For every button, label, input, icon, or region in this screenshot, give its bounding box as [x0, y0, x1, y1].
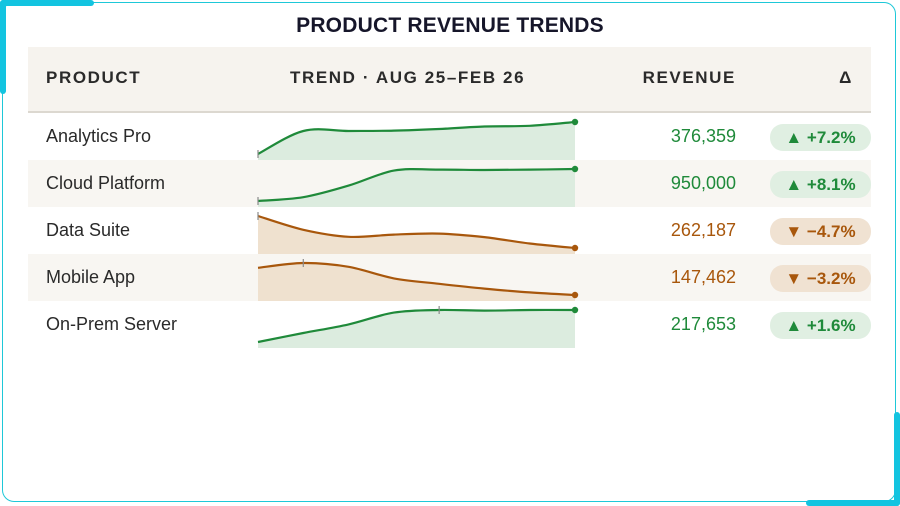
sparkline-end-point	[571, 306, 579, 314]
revenue-value: 262,187	[670, 220, 736, 240]
revenue-value: 217,653	[670, 314, 736, 334]
column-header-delta: Δ	[839, 68, 853, 87]
sparkline-line	[257, 120, 576, 155]
revenue-value: 376,359	[670, 126, 736, 146]
sparkline-end-point	[571, 244, 579, 252]
product-name: On-Prem Server	[46, 314, 178, 334]
table-row: Cloud Platform 950,000 ▲ +8.1%	[28, 160, 871, 207]
chart-title: PRODUCT REVENUE TRENDS	[296, 14, 604, 37]
sparkline-area	[258, 122, 575, 160]
corner-accent-top-left	[0, 0, 94, 6]
product-name: Data Suite	[46, 220, 131, 240]
sparkline-line	[257, 214, 576, 250]
table-row: Analytics Pro 376,359 ▲ +7.2%	[28, 113, 871, 160]
sparkline-end-point	[571, 165, 579, 173]
column-header-product: PRODUCT	[46, 68, 142, 87]
sparkline-line	[257, 308, 576, 344]
revenue-table: PRODUCT TREND · AUG 25–FEB 26 REVENUE Δ …	[28, 47, 871, 348]
sparkline-area	[258, 216, 575, 254]
delta-badge: ▲ +7.2%	[770, 124, 871, 151]
corner-accent-bottom-right	[806, 500, 900, 506]
sparkline-line	[257, 261, 576, 297]
trend-sparkline	[257, 118, 579, 160]
column-header-trend: TREND · AUG 25–FEB 26	[290, 68, 526, 87]
sparkline-end-point	[571, 118, 579, 126]
trend-sparkline	[257, 212, 579, 254]
table-header: PRODUCT TREND · AUG 25–FEB 26 REVENUE Δ	[28, 47, 871, 113]
column-header-revenue: REVENUE	[642, 68, 736, 87]
table-row: Data Suite 262,187 ▼ −4.7%	[28, 207, 871, 254]
delta-badge: ▼ −4.7%	[770, 218, 871, 245]
delta-badge: ▲ +1.6%	[770, 312, 871, 339]
sparkline-area	[258, 309, 575, 348]
product-name: Cloud Platform	[46, 173, 166, 193]
corner-accent-top-left-vertical	[0, 0, 6, 94]
sparkline-area	[258, 169, 575, 207]
trend-sparkline	[257, 259, 579, 301]
trend-sparkline	[257, 306, 579, 348]
trend-sparkline	[257, 165, 579, 207]
delta-badge: ▲ +8.1%	[770, 171, 871, 198]
product-name: Mobile App	[46, 267, 136, 287]
corner-accent-bottom-right-vertical	[894, 412, 900, 506]
delta-badge: ▼ −3.2%	[770, 265, 871, 292]
table-row: Mobile App 147,462 ▼ −3.2%	[28, 254, 871, 301]
table-row: On-Prem Server 217,653 ▲ +1.6%	[28, 301, 871, 348]
table-body: Analytics Pro 376,359 ▲ +7.2% Cloud Platfor…	[28, 113, 871, 348]
revenue-value: 950,000	[670, 173, 736, 193]
product-name: Analytics Pro	[46, 126, 152, 146]
revenue-value: 147,462	[670, 267, 736, 287]
sparkline-line	[257, 167, 576, 203]
sparkline-end-point	[571, 291, 579, 299]
